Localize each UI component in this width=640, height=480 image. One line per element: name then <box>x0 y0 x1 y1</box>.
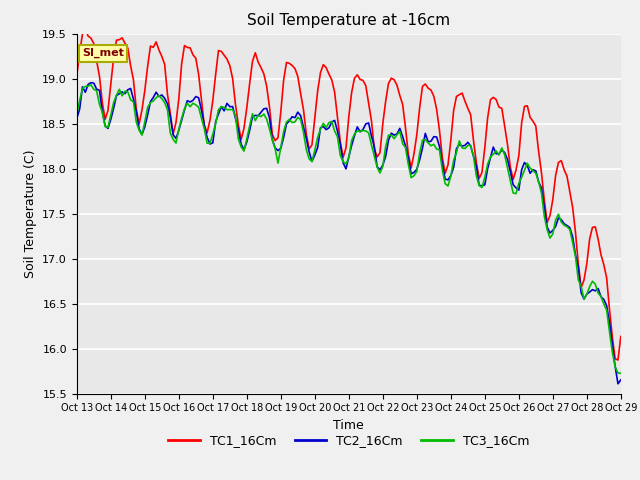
Title: Soil Temperature at -16cm: Soil Temperature at -16cm <box>247 13 451 28</box>
TC3_16Cm <box>87 82 95 88</box>
TC2_16Cm <box>481 182 489 188</box>
TC2_16Cm <box>413 167 420 172</box>
Line: TC3_16Cm: TC3_16Cm <box>77 85 621 373</box>
TC2_16Cm <box>204 134 211 140</box>
TC1_16Cm <box>204 130 211 136</box>
TC2_16Cm <box>617 377 625 383</box>
TC2_16Cm <box>484 166 492 171</box>
TC3_16Cm <box>481 174 489 180</box>
TC2_16Cm <box>274 148 282 154</box>
TC1_16Cm <box>481 145 489 151</box>
TC1_16Cm <box>413 132 420 138</box>
TC3_16Cm <box>73 111 81 117</box>
TC1_16Cm <box>81 26 89 32</box>
TC2_16Cm <box>614 381 622 387</box>
TC3_16Cm <box>204 140 211 146</box>
TC3_16Cm <box>413 168 420 174</box>
TC1_16Cm <box>73 72 81 78</box>
Text: SI_met: SI_met <box>82 48 124 58</box>
Line: TC2_16Cm: TC2_16Cm <box>77 83 621 384</box>
TC2_16Cm <box>294 109 301 115</box>
TC3_16Cm <box>484 161 492 167</box>
TC2_16Cm <box>73 115 81 121</box>
Y-axis label: Soil Temperature (C): Soil Temperature (C) <box>24 149 36 278</box>
TC1_16Cm <box>617 334 625 339</box>
Line: TC1_16Cm: TC1_16Cm <box>77 29 621 360</box>
TC3_16Cm <box>617 371 625 376</box>
TC1_16Cm <box>614 357 622 363</box>
TC1_16Cm <box>484 115 492 121</box>
TC2_16Cm <box>87 80 95 85</box>
TC1_16Cm <box>274 135 282 141</box>
TC3_16Cm <box>274 160 282 166</box>
TC3_16Cm <box>294 114 301 120</box>
TC1_16Cm <box>294 73 301 79</box>
Legend: TC1_16Cm, TC2_16Cm, TC3_16Cm: TC1_16Cm, TC2_16Cm, TC3_16Cm <box>163 429 534 452</box>
X-axis label: Time: Time <box>333 419 364 432</box>
